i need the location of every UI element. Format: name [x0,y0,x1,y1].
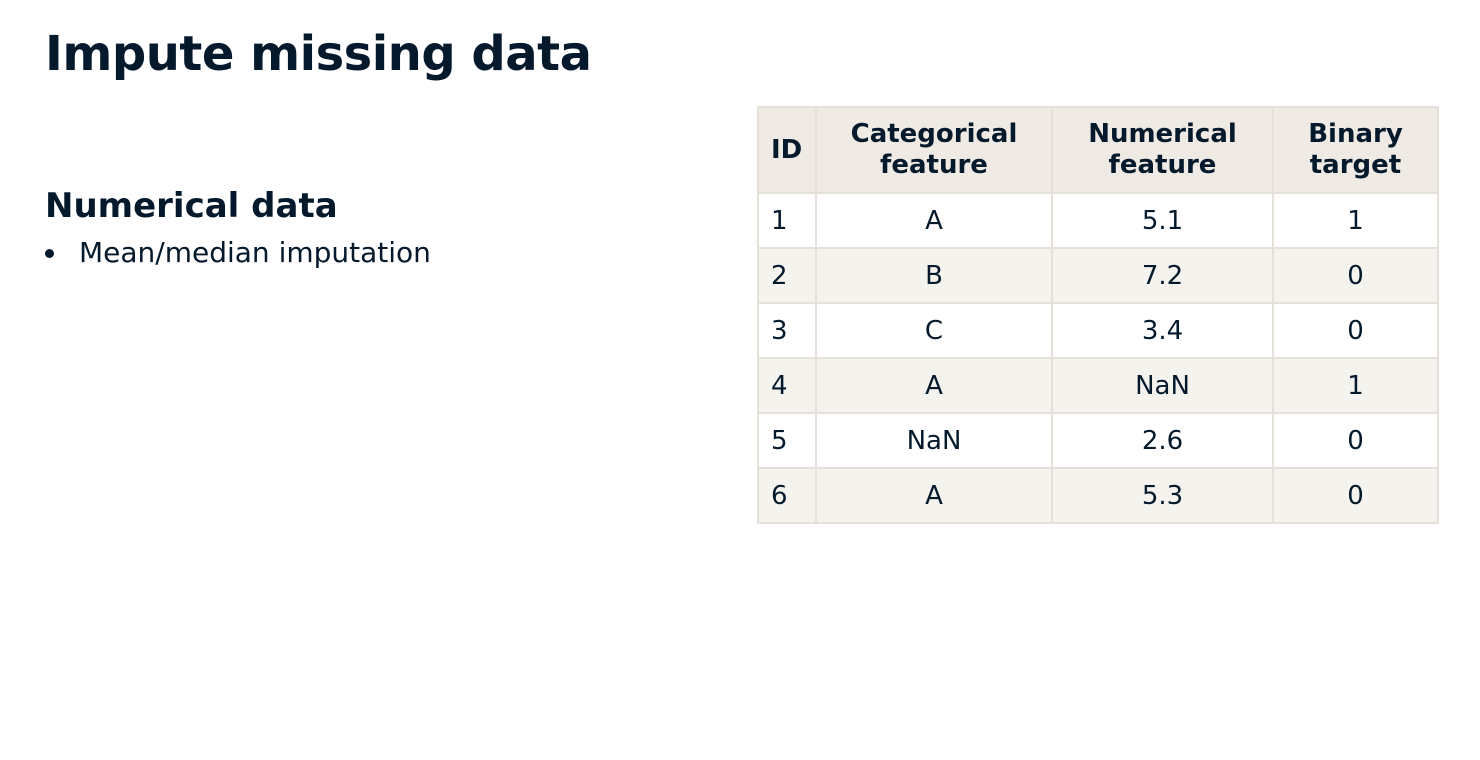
cell-categorical: B [815,247,1053,304]
table-header-row: ID Categorical feature Numerical feature… [757,106,1439,194]
cell-numerical: 7.2 [1051,247,1274,304]
header-numerical-feature: Numerical feature [1051,106,1274,194]
table-row: 2 B 7.2 0 [757,247,1439,304]
bullet-dot-icon [45,248,54,258]
cell-categorical: NaN [815,412,1053,469]
cell-categorical: C [815,302,1053,359]
data-table: ID Categorical feature Numerical feature… [757,106,1439,524]
cell-id: 5 [757,412,817,469]
cell-numerical: 3.4 [1051,302,1274,359]
table-row: 5 NaN 2.6 0 [757,412,1439,469]
cell-target: 1 [1272,192,1439,249]
cell-numerical: 5.3 [1051,467,1274,524]
cell-numerical: NaN [1051,357,1274,414]
cell-numerical: 2.6 [1051,412,1274,469]
cell-categorical: A [815,357,1053,414]
cell-categorical: A [815,192,1053,249]
header-line: Numerical [1088,119,1237,149]
header-line: feature [880,150,988,180]
cell-id: 3 [757,302,817,359]
header-line: Categorical [850,119,1018,149]
bullet-item: Mean/median imputation [45,236,431,270]
cell-id: 2 [757,247,817,304]
section-heading: Numerical data [45,186,338,226]
cell-target: 0 [1272,467,1439,524]
cell-id: 1 [757,192,817,249]
cell-id: 6 [757,467,817,524]
cell-categorical: A [815,467,1053,524]
header-categorical-feature: Categorical feature [815,106,1053,194]
bullet-list: Mean/median imputation [45,236,431,270]
table-row: 3 C 3.4 0 [757,302,1439,359]
cell-target: 0 [1272,412,1439,469]
cell-target: 1 [1272,357,1439,414]
cell-target: 0 [1272,247,1439,304]
header-id-label: ID [771,134,803,165]
header-line: Binary [1308,119,1403,149]
bullet-text: Mean/median imputation [79,236,431,269]
cell-id: 4 [757,357,817,414]
header-line: target [1309,150,1402,180]
table-row: 4 A NaN 1 [757,357,1439,414]
cell-target: 0 [1272,302,1439,359]
table-row: 1 A 5.1 1 [757,192,1439,249]
header-id: ID [757,106,817,194]
cell-numerical: 5.1 [1051,192,1274,249]
slide-title: Impute missing data [45,26,592,82]
table-row: 6 A 5.3 0 [757,467,1439,524]
header-line: feature [1108,150,1217,180]
header-binary-target: Binary target [1272,106,1439,194]
